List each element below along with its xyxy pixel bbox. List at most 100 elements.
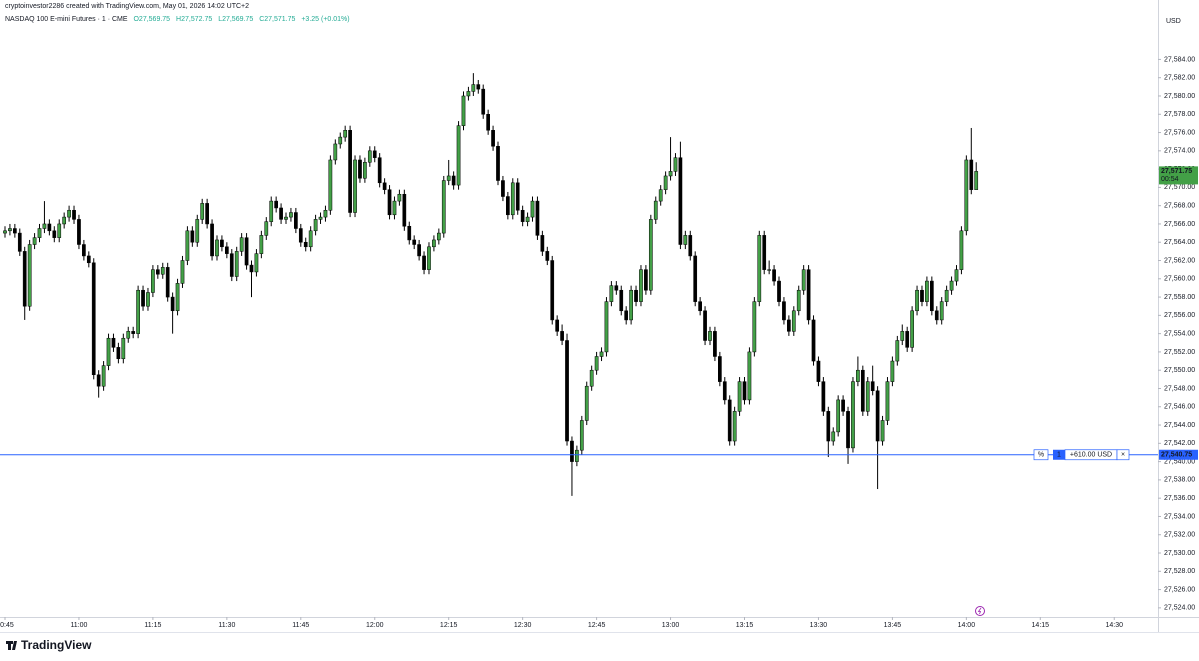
candle-body — [732, 411, 737, 442]
order-side-box — [1033, 449, 1049, 461]
candle-body — [185, 230, 190, 261]
y-tick-label: 27,544.00 — [1164, 422, 1195, 429]
candle-body — [229, 253, 234, 277]
candle-body — [713, 331, 717, 357]
candle-body — [436, 232, 441, 241]
order-close-box[interactable] — [1116, 449, 1130, 461]
candle-body — [964, 159, 969, 232]
author-line: cryptoinvestor2286 created with TradingV… — [5, 3, 250, 10]
candle-body — [629, 289, 633, 321]
candle-body — [234, 251, 239, 277]
y-tick-label: 27,564.00 — [1164, 239, 1195, 246]
candle-body — [619, 289, 624, 312]
candle-body — [565, 340, 569, 442]
x-tick-label: 14:00 — [958, 622, 976, 629]
y-tick-label: 27,578.00 — [1164, 111, 1195, 118]
candle-body — [348, 130, 352, 213]
x-tick-label: 13:45 — [884, 622, 902, 629]
brand-name: TradingView — [21, 638, 92, 652]
candle-body — [151, 269, 155, 293]
candle-body — [796, 289, 801, 312]
candle-body — [77, 219, 81, 245]
x-tick-label: 13:00 — [662, 622, 680, 629]
candle-body — [925, 280, 929, 302]
candle-body — [890, 360, 895, 382]
candle-body — [644, 269, 648, 291]
candle-body — [708, 331, 712, 341]
y-tick-label: 27,584.00 — [1164, 56, 1195, 63]
candle-body — [318, 216, 323, 220]
y-tick-label: 27,524.00 — [1164, 605, 1195, 612]
candle-body — [225, 246, 229, 254]
y-tick-label: 27,570.00 — [1164, 184, 1195, 191]
candle-body — [491, 130, 495, 147]
event-icon[interactable] — [975, 606, 985, 616]
candle-body — [486, 114, 490, 131]
candle-body — [658, 189, 663, 202]
y-tick-label: 27,540.00 — [1164, 458, 1195, 465]
candle-body — [86, 255, 91, 264]
x-tick-label: 13:15 — [736, 622, 754, 629]
candle-body — [298, 228, 303, 243]
y-tick-label: 27,558.00 — [1164, 294, 1195, 301]
candle-body — [205, 203, 209, 225]
currency-label: USD — [1166, 18, 1181, 25]
countdown: 00:54 — [1161, 176, 1179, 183]
x-tick-label: 10:45 — [0, 622, 14, 629]
candle-body — [801, 269, 806, 291]
candle-body — [195, 219, 200, 243]
candle-body — [875, 390, 880, 442]
legend-item: H27,572.75 — [176, 16, 213, 23]
candle-body — [476, 84, 481, 90]
candle-body — [777, 280, 781, 302]
candle-body — [515, 182, 520, 211]
candle-body — [752, 301, 757, 353]
candle-body — [772, 269, 776, 282]
candle-body — [895, 340, 900, 362]
candle-body — [560, 331, 564, 341]
candle-body — [466, 91, 471, 97]
x-tick-label: 14:15 — [1032, 622, 1050, 629]
candle-body — [624, 310, 629, 321]
legend-item: O27,569.75 — [133, 16, 171, 23]
candle-body — [363, 161, 367, 179]
candle-body — [604, 301, 609, 353]
candle-body — [481, 88, 486, 115]
candle-body — [249, 264, 254, 273]
y-tick-label: 27,552.00 — [1164, 349, 1195, 356]
candle-body — [525, 216, 530, 222]
logo-mark — [6, 641, 17, 650]
y-tick-label: 27,566.00 — [1164, 221, 1195, 228]
candle-body — [831, 431, 836, 442]
candle-body — [52, 230, 57, 238]
candle-body — [417, 244, 421, 257]
candle-body — [791, 310, 796, 332]
candle-body — [584, 385, 589, 421]
candle-body — [333, 143, 338, 161]
brand-logo: TradingView — [6, 638, 92, 652]
candle-body — [836, 399, 841, 433]
candle-body — [239, 237, 244, 252]
y-tick-label: 27,532.00 — [1164, 532, 1195, 539]
x-tick-label: 12:15 — [440, 622, 458, 629]
candle-body — [540, 235, 545, 252]
candle-body — [451, 175, 456, 186]
candle-body — [422, 255, 426, 270]
candle-body — [289, 212, 293, 218]
candle-body — [402, 193, 407, 227]
candle-body — [82, 244, 86, 257]
candle-body — [323, 209, 328, 218]
candle-body — [520, 209, 525, 222]
candle-body — [860, 369, 865, 412]
candle-body — [920, 289, 924, 302]
candle-body — [727, 399, 732, 442]
candle-body — [72, 209, 76, 220]
candle-body — [934, 310, 939, 321]
candle-body — [160, 267, 165, 275]
candle-body — [929, 280, 934, 312]
symbol: NASDAQ 100 E-mini Futures · 1 · CME — [5, 16, 128, 23]
candle-body — [575, 449, 579, 462]
event-icon-bolt — [977, 607, 982, 615]
